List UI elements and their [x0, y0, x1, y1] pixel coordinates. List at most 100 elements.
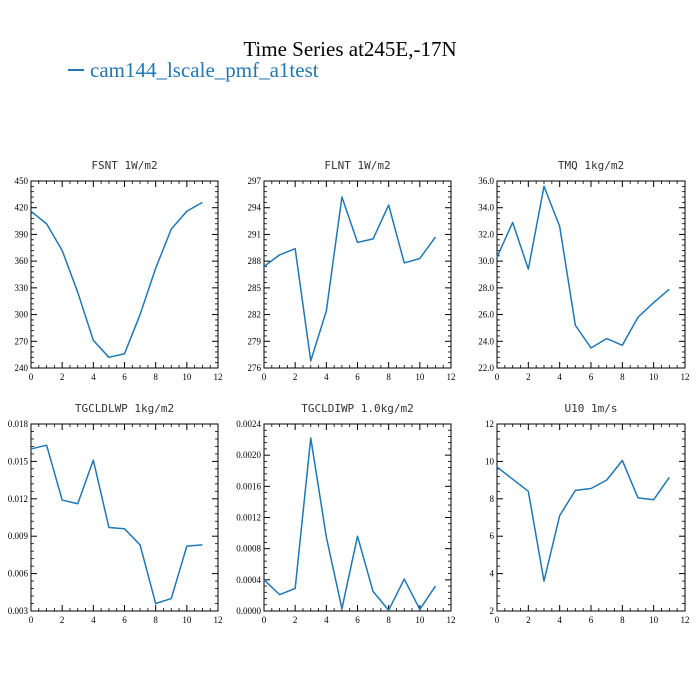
- series-line: [30, 201, 203, 359]
- y-tick-label: 0.0024: [236, 419, 261, 429]
- legend-label: cam144_lscale_pmf_a1test: [90, 58, 319, 82]
- figure-title: Time Series at245E,-17N: [243, 37, 457, 61]
- x-tick-label: 6: [589, 615, 594, 625]
- x-tick-label: 10: [182, 372, 192, 382]
- legend: cam144_lscale_pmf_a1test: [68, 58, 319, 83]
- chart-panel: TMQ 1kg/m2 0 2 4 6 8 10 12 22.0 24.0 26.0 28.0 30.0 3…: [478, 159, 689, 382]
- y-tick-label: 390: [15, 229, 29, 239]
- x-tick-label: 8: [153, 372, 158, 382]
- series-line: [30, 444, 203, 605]
- x-tick-label: 0: [495, 372, 500, 382]
- y-tick-label: 28.0: [478, 283, 494, 293]
- y-tick-label: 285: [248, 283, 262, 293]
- x-tick-label: 2: [526, 615, 531, 625]
- x-tick-label: 4: [91, 615, 96, 625]
- y-tick-label: 276: [248, 363, 262, 373]
- x-tick-label: 8: [386, 372, 391, 382]
- x-tick-label: 12: [214, 615, 223, 625]
- x-tick-label: 10: [649, 372, 659, 382]
- legend-line-swatch: [68, 69, 84, 72]
- x-tick-label: 10: [415, 615, 425, 625]
- y-tick-label: 22.0: [478, 363, 494, 373]
- y-tick-label: 32.0: [478, 229, 494, 239]
- x-tick-label: 4: [324, 615, 329, 625]
- panel-title: U10 1m/s: [565, 402, 618, 415]
- series-line: [263, 196, 437, 362]
- x-tick-label: 6: [122, 372, 127, 382]
- y-tick-label: 300: [15, 310, 29, 320]
- panel-title: FLNT 1W/m2: [324, 159, 390, 172]
- y-tick-label: 450: [15, 176, 29, 186]
- x-tick-label: 6: [589, 372, 594, 382]
- x-tick-label: 4: [324, 372, 329, 382]
- x-tick-label: 0: [495, 615, 500, 625]
- y-tick-label: 0.003: [8, 606, 29, 616]
- y-tick-label: 34.0: [478, 203, 494, 213]
- y-tick-label: 0.0004: [236, 575, 261, 585]
- panel-title: TGCLDIWP 1.0kg/m2: [301, 402, 414, 415]
- y-tick-label: 8: [490, 494, 495, 504]
- y-tick-label: 0.015: [8, 456, 29, 466]
- chart-panel: FSNT 1W/m2 0 2 4 6 8 10 12 240 270 300 330 360 390 420…: [15, 159, 223, 382]
- x-tick-label: 12: [681, 615, 690, 625]
- chart-panel: TGCLDLWP 1kg/m2 0 2 4 6 8 10 12 0.003 0.006 0.009 0…: [8, 402, 223, 625]
- y-tick-label: 12: [485, 419, 494, 429]
- y-tick-label: 10: [485, 456, 495, 466]
- y-tick-label: 279: [248, 336, 262, 346]
- x-tick-label: 2: [60, 372, 65, 382]
- chart-panel: FLNT 1W/m2 0 2 4 6 8 10 12 276 279 282 285 288 291 294…: [248, 159, 456, 382]
- x-tick-label: 12: [681, 372, 690, 382]
- x-tick-label: 2: [60, 615, 65, 625]
- series-line: [263, 437, 437, 611]
- x-tick-label: 4: [557, 372, 562, 382]
- series-line: [496, 185, 670, 349]
- x-tick-label: 6: [355, 615, 360, 625]
- plot-frame: [263, 423, 452, 612]
- y-tick-label: 0.0000: [236, 606, 261, 616]
- x-tick-label: 2: [293, 372, 298, 382]
- y-tick-label: 0.018: [8, 419, 29, 429]
- panel-title: TGCLDLWP 1kg/m2: [75, 402, 174, 415]
- x-tick-label: 4: [557, 615, 562, 625]
- y-tick-label: 0.006: [8, 569, 29, 579]
- y-tick-label: 0.009: [8, 531, 29, 541]
- y-tick-label: 330: [15, 283, 29, 293]
- x-tick-label: 8: [153, 615, 158, 625]
- x-tick-label: 10: [649, 615, 659, 625]
- plot-frame: [263, 180, 452, 369]
- y-tick-label: 270: [15, 336, 29, 346]
- x-tick-label: 0: [262, 615, 267, 625]
- y-tick-label: 360: [15, 256, 29, 266]
- y-tick-label: 24.0: [478, 336, 494, 346]
- x-tick-label: 6: [355, 372, 360, 382]
- x-tick-label: 10: [415, 372, 425, 382]
- y-tick-label: 0.0012: [236, 513, 261, 523]
- x-tick-label: 12: [447, 615, 456, 625]
- y-tick-label: 240: [15, 363, 29, 373]
- series-line: [496, 459, 670, 582]
- y-tick-label: 288: [248, 256, 262, 266]
- y-tick-label: 30.0: [478, 256, 494, 266]
- y-tick-label: 4: [490, 569, 495, 579]
- x-tick-label: 8: [386, 615, 391, 625]
- x-tick-label: 0: [262, 372, 267, 382]
- x-tick-label: 2: [293, 615, 298, 625]
- x-tick-label: 12: [214, 372, 223, 382]
- x-tick-label: 2: [526, 372, 531, 382]
- y-tick-label: 0.0020: [236, 450, 261, 460]
- x-tick-label: 6: [122, 615, 127, 625]
- y-tick-label: 291: [248, 229, 262, 239]
- y-tick-label: 0.012: [8, 494, 28, 504]
- y-tick-label: 6: [490, 531, 495, 541]
- y-tick-label: 282: [248, 310, 262, 320]
- y-tick-label: 294: [248, 203, 262, 213]
- y-tick-label: 0.0008: [236, 544, 261, 554]
- y-tick-label: 297: [248, 176, 262, 186]
- panel-title: FSNT 1W/m2: [91, 159, 157, 172]
- x-tick-label: 10: [182, 615, 192, 625]
- x-tick-label: 8: [620, 615, 625, 625]
- x-tick-label: 4: [91, 372, 96, 382]
- plot-frame: [496, 423, 686, 612]
